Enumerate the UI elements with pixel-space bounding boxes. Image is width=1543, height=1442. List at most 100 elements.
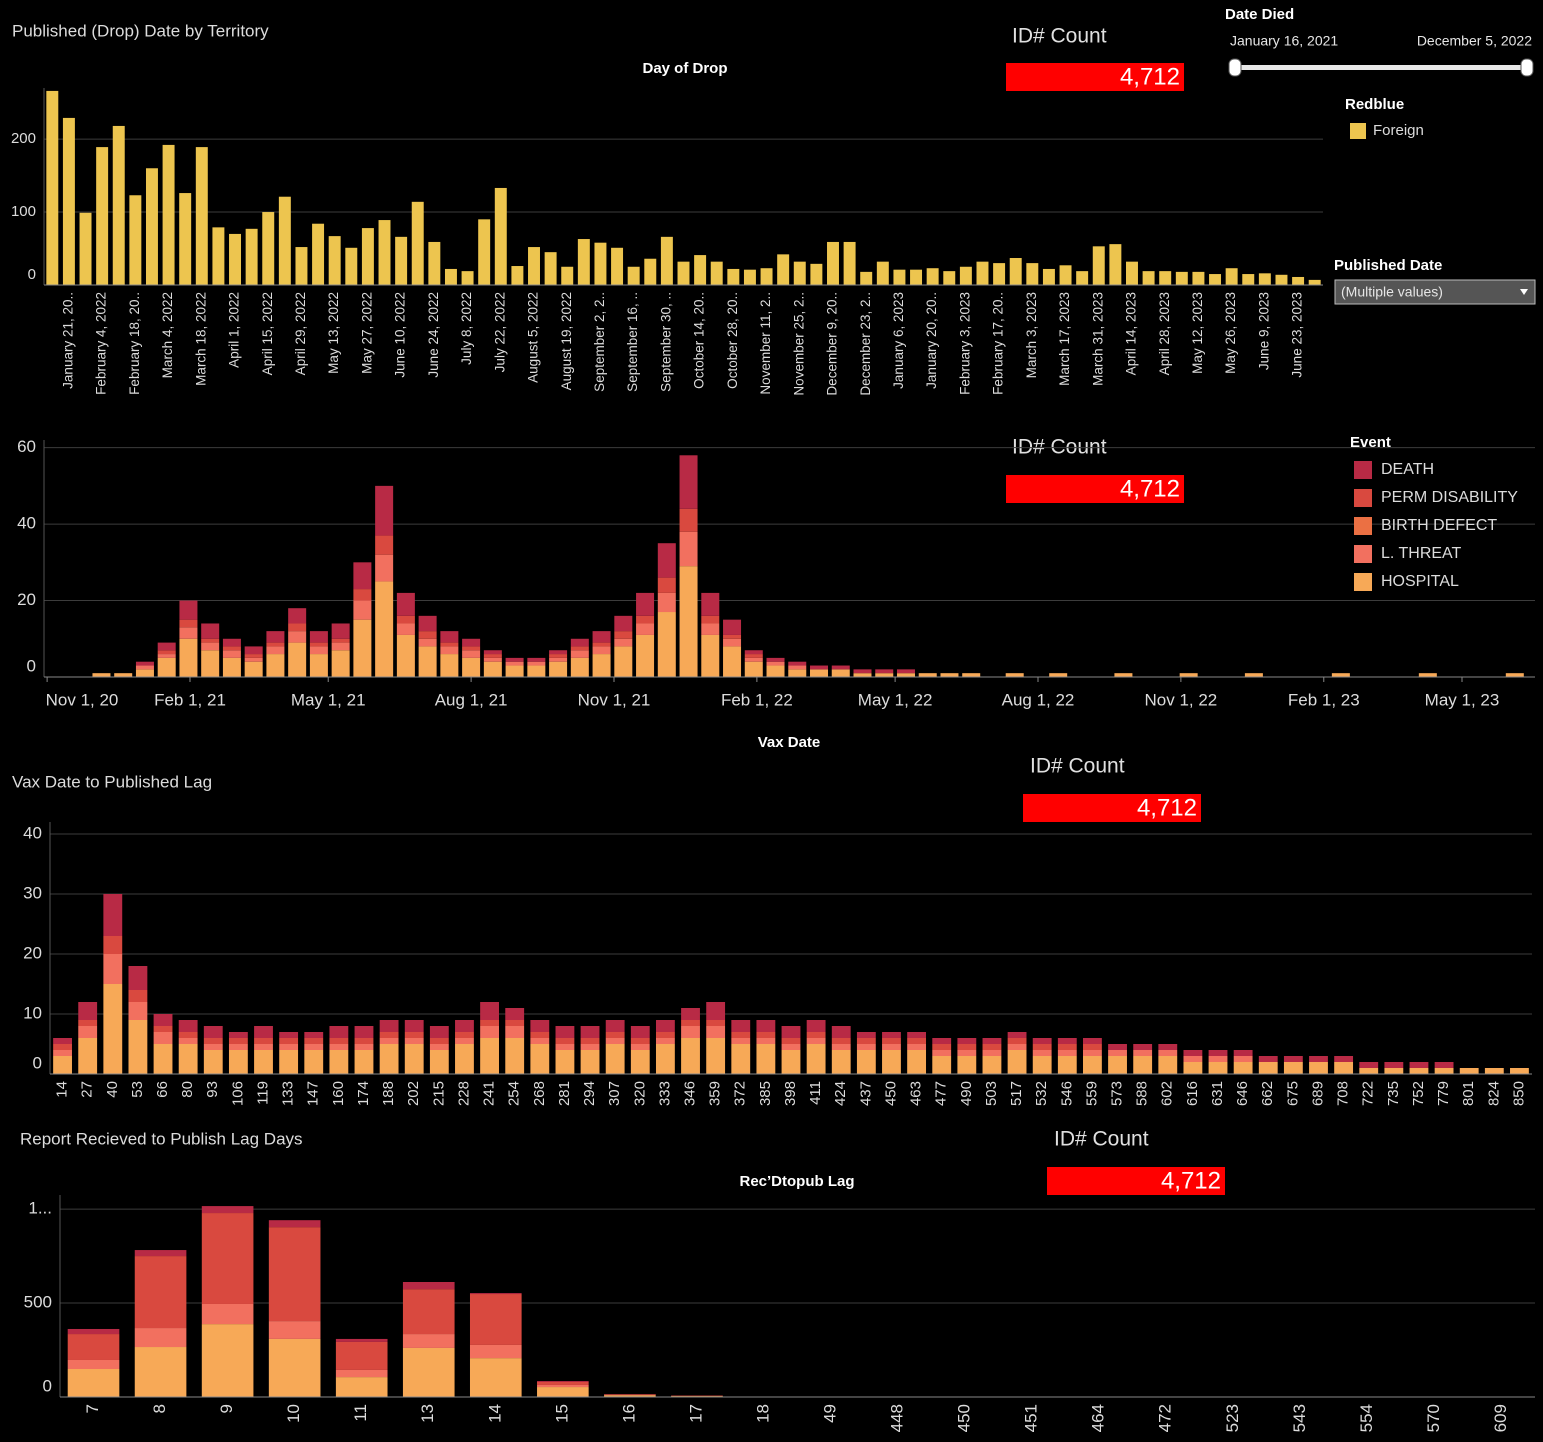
x-tick-label: 14 — [54, 1081, 71, 1098]
slider-track[interactable] — [1235, 65, 1527, 70]
bar — [1032, 1038, 1052, 1044]
legend-swatch — [1354, 545, 1372, 563]
bar — [62, 117, 75, 285]
x-tick-label: May 13, 2022 — [326, 292, 341, 374]
bar — [679, 508, 698, 532]
bar — [480, 1038, 499, 1074]
bar — [1126, 261, 1138, 285]
bar — [679, 455, 698, 509]
bar — [1505, 673, 1524, 677]
bar — [577, 239, 590, 285]
x-tick-label: 559 — [1083, 1081, 1100, 1106]
bar — [469, 1344, 522, 1359]
bar — [354, 1038, 374, 1044]
bar — [907, 1044, 927, 1050]
bar — [655, 1032, 675, 1038]
bar — [614, 638, 633, 647]
bar — [614, 615, 633, 632]
bar — [1384, 1062, 1404, 1068]
x-tick-label: 554 — [1357, 1404, 1376, 1432]
bar — [201, 1324, 254, 1397]
x-tick-label: 735 — [1385, 1081, 1402, 1106]
y-tick-label: 1... — [28, 1199, 52, 1218]
bar — [701, 615, 720, 624]
bar — [1283, 1056, 1303, 1062]
bar — [630, 1050, 650, 1074]
bar — [228, 1050, 248, 1074]
bar — [544, 252, 557, 285]
bar — [655, 1020, 675, 1032]
bar — [1108, 1044, 1127, 1050]
slider-handle[interactable] — [1228, 58, 1242, 77]
bar — [1183, 1062, 1203, 1074]
bar — [483, 657, 502, 662]
bar — [1083, 1044, 1102, 1050]
bar — [480, 1002, 499, 1020]
kpi-value: 4,712 — [1161, 1167, 1221, 1194]
bar — [537, 1381, 589, 1385]
bar — [402, 1347, 455, 1397]
bar — [203, 1050, 223, 1074]
x-tick-label: 588 — [1134, 1081, 1151, 1106]
bar — [1158, 1044, 1178, 1050]
x-tick-label: June 9, 2023 — [1256, 292, 1271, 370]
bar — [494, 187, 507, 285]
bar — [353, 600, 372, 620]
bar — [1309, 1056, 1328, 1062]
bar — [1334, 1056, 1354, 1062]
x-tick-label: 66 — [154, 1081, 171, 1098]
bar — [483, 654, 502, 658]
bar — [1233, 1062, 1253, 1074]
bar — [976, 261, 989, 285]
bar — [957, 1056, 977, 1074]
bar — [731, 1044, 751, 1074]
dropdown[interactable] — [1334, 279, 1536, 305]
bar — [309, 646, 328, 655]
bar — [1208, 1062, 1228, 1074]
bar — [396, 592, 415, 616]
y-tick-label: 0 — [27, 656, 36, 675]
bar — [440, 631, 459, 643]
y-tick-label: 0 — [33, 1053, 42, 1072]
bar — [1007, 1050, 1027, 1074]
x-tick-label: 801 — [1460, 1081, 1477, 1106]
bar — [549, 661, 568, 677]
bar — [555, 1050, 575, 1074]
bar — [1108, 1050, 1127, 1056]
x-tick-label: 106 — [229, 1081, 246, 1106]
bar — [329, 1038, 349, 1044]
x-tick-label: March 4, 2022 — [160, 292, 175, 378]
filter-title: Published Date — [1334, 257, 1442, 274]
x-tick-label: March 18, 2022 — [193, 292, 208, 386]
bar — [162, 144, 175, 285]
bar — [856, 1050, 876, 1074]
bar — [1409, 1062, 1429, 1068]
slider-handle[interactable] — [1520, 58, 1534, 77]
bar — [655, 1044, 675, 1074]
bar — [135, 669, 154, 677]
x-tick-label: April 15, 2022 — [260, 292, 275, 375]
filter-start: January 16, 2021 — [1230, 33, 1338, 49]
bar — [395, 236, 408, 285]
bar — [594, 242, 607, 285]
bar — [92, 673, 111, 677]
bar — [440, 654, 459, 677]
x-tick-label: August 5, 2022 — [526, 292, 541, 383]
bar — [379, 1038, 399, 1044]
x-tick-label: October 14, 20.. — [692, 292, 707, 389]
x-tick-label: 49 — [821, 1404, 840, 1423]
bar — [1183, 1050, 1203, 1056]
bar — [744, 657, 763, 662]
bar — [201, 1303, 254, 1325]
bar — [179, 619, 198, 628]
x-tick-label: 689 — [1309, 1081, 1326, 1106]
bar — [694, 255, 707, 285]
bar — [727, 268, 740, 285]
bar — [469, 1294, 522, 1345]
bar — [561, 266, 574, 285]
bar — [831, 1050, 851, 1074]
bar — [1283, 1062, 1303, 1074]
bar — [178, 1038, 198, 1044]
chart-title: Vax Date to Published Lag — [12, 772, 212, 791]
bar — [455, 1032, 474, 1038]
